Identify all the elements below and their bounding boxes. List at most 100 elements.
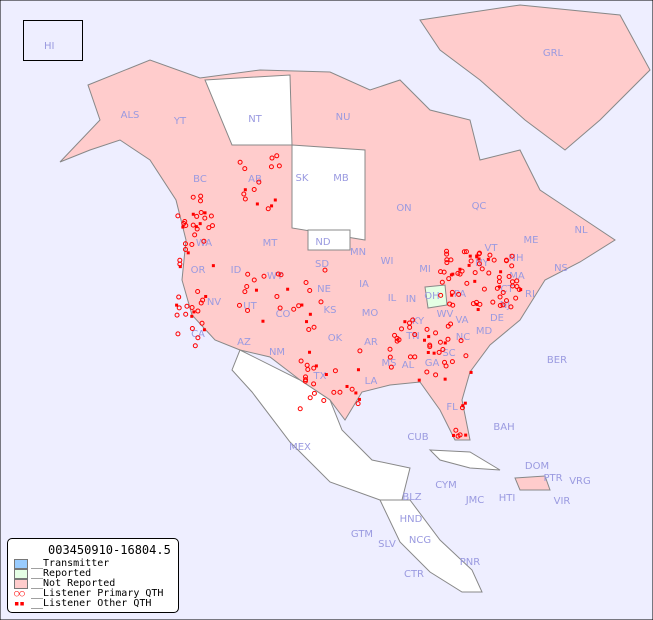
- listener-primary-marker: [194, 213, 200, 219]
- listener-primary-marker: [174, 312, 180, 318]
- listener-other-marker: [300, 303, 304, 307]
- legend-transmitter: __Transmitter: [14, 559, 109, 569]
- listener-primary-marker: [459, 405, 465, 411]
- listener-primary-marker: [506, 273, 512, 279]
- listener-primary-marker: [242, 196, 248, 202]
- listener-primary-marker: [439, 279, 445, 285]
- listener-primary-marker: [396, 337, 402, 343]
- listener-primary-marker: [509, 263, 515, 269]
- listener-primary-marker: [277, 305, 283, 311]
- region-label: GRL: [543, 48, 564, 59]
- listener-primary-marker: [195, 335, 201, 341]
- listener-other-marker: [286, 287, 290, 291]
- listener-primary-marker: [508, 304, 514, 310]
- listener-primary-marker: [256, 179, 262, 185]
- listener-other-marker: [191, 212, 195, 216]
- region-label: NH: [509, 253, 524, 264]
- region-label: CO: [276, 309, 291, 320]
- swatch: [14, 569, 28, 579]
- listener-primary-marker: [455, 270, 461, 276]
- region-label: ID: [231, 265, 242, 276]
- listener-primary-marker: [455, 433, 461, 439]
- listener-primary-marker: [278, 272, 284, 278]
- listener-primary-marker: [355, 401, 361, 407]
- listener-primary-marker: [387, 346, 393, 352]
- region-label: NC: [456, 332, 470, 343]
- region-label: NL: [574, 225, 587, 236]
- listener-primary-marker: [244, 284, 250, 290]
- listener-other-marker: [497, 285, 501, 289]
- listener-primary-marker: [177, 261, 183, 267]
- region-label: MD: [476, 326, 493, 337]
- listener-primary-marker: [407, 324, 413, 330]
- region-label: KY: [412, 316, 425, 327]
- region-label: BC: [193, 174, 207, 185]
- region-label: NY: [475, 258, 489, 269]
- hispaniola: [514, 475, 551, 491]
- listener-primary-marker: [332, 368, 338, 374]
- region-label: NM: [269, 347, 285, 358]
- listener-primary-marker: [291, 306, 297, 312]
- region-label: VA: [455, 315, 468, 326]
- region-label: WY: [267, 271, 284, 282]
- listener-other-marker: [467, 263, 471, 267]
- legend-label: __Not Reported: [31, 578, 116, 589]
- listener-primary-marker: [237, 159, 243, 165]
- region-label: MS: [382, 358, 397, 369]
- listener-other-marker: [270, 204, 274, 208]
- listener-primary-marker: [392, 332, 398, 338]
- listener-other-marker: [486, 257, 490, 261]
- listener-other-marker: [354, 391, 358, 395]
- region-label: ALS: [121, 110, 140, 121]
- region-label: OR: [191, 265, 206, 276]
- listener-primary-marker: [190, 194, 196, 200]
- listener-other-marker: [432, 351, 436, 355]
- listener-primary-marker: [412, 332, 418, 338]
- region-label: SC: [442, 348, 455, 359]
- listener-primary-marker: [476, 251, 482, 257]
- listener-primary-marker: [296, 303, 302, 309]
- listener-primary-marker: [337, 389, 343, 395]
- region-label: JMC: [465, 495, 485, 506]
- listener-primary-marker: [470, 301, 476, 307]
- region-label: ON: [396, 203, 411, 214]
- listener-primary-marker: [198, 198, 204, 204]
- listener-primary-marker: [183, 246, 189, 252]
- swatch: [14, 559, 28, 569]
- listener-primary-marker: [436, 349, 442, 355]
- listener-primary-marker: [268, 164, 274, 170]
- listener-other-marker: [451, 433, 455, 437]
- central-america: [379, 499, 483, 593]
- listener-primary-marker: [198, 209, 204, 215]
- listener-primary-marker: [427, 344, 433, 350]
- region-label: OH: [424, 291, 439, 302]
- listener-markers: [174, 153, 523, 439]
- region-label: YT: [173, 116, 187, 127]
- listener-primary-marker: [399, 326, 405, 332]
- region-label: GTM: [351, 529, 373, 540]
- legend-label: __Reported: [31, 568, 92, 579]
- listener-other-marker: [192, 310, 196, 314]
- listener-primary-marker: [200, 297, 206, 303]
- listener-primary-marker: [433, 372, 439, 378]
- listener-primary-marker: [183, 311, 189, 317]
- listener-primary-marker: [208, 213, 214, 219]
- listener-primary-marker: [175, 331, 181, 337]
- listener-primary-marker: [472, 270, 478, 276]
- legend-other-qth: ▪▪ __Listener Other QTH: [14, 599, 151, 610]
- listener-primary-marker: [321, 397, 327, 403]
- listener-other-marker: [345, 384, 349, 388]
- region-label: NU: [336, 112, 351, 123]
- cuba: [428, 449, 501, 471]
- listener-other-marker: [254, 288, 258, 292]
- region-label: CA: [191, 329, 205, 340]
- listener-other-marker: [178, 265, 182, 269]
- listener-other-marker: [477, 257, 481, 261]
- region-label: BAH: [493, 422, 514, 433]
- listener-primary-marker: [443, 363, 449, 369]
- listener-other-marker: [475, 302, 479, 306]
- listener-primary-marker: [305, 367, 311, 373]
- listener-primary-marker: [251, 277, 257, 283]
- listener-primary-marker: [463, 249, 469, 255]
- listener-primary-marker: [251, 186, 257, 192]
